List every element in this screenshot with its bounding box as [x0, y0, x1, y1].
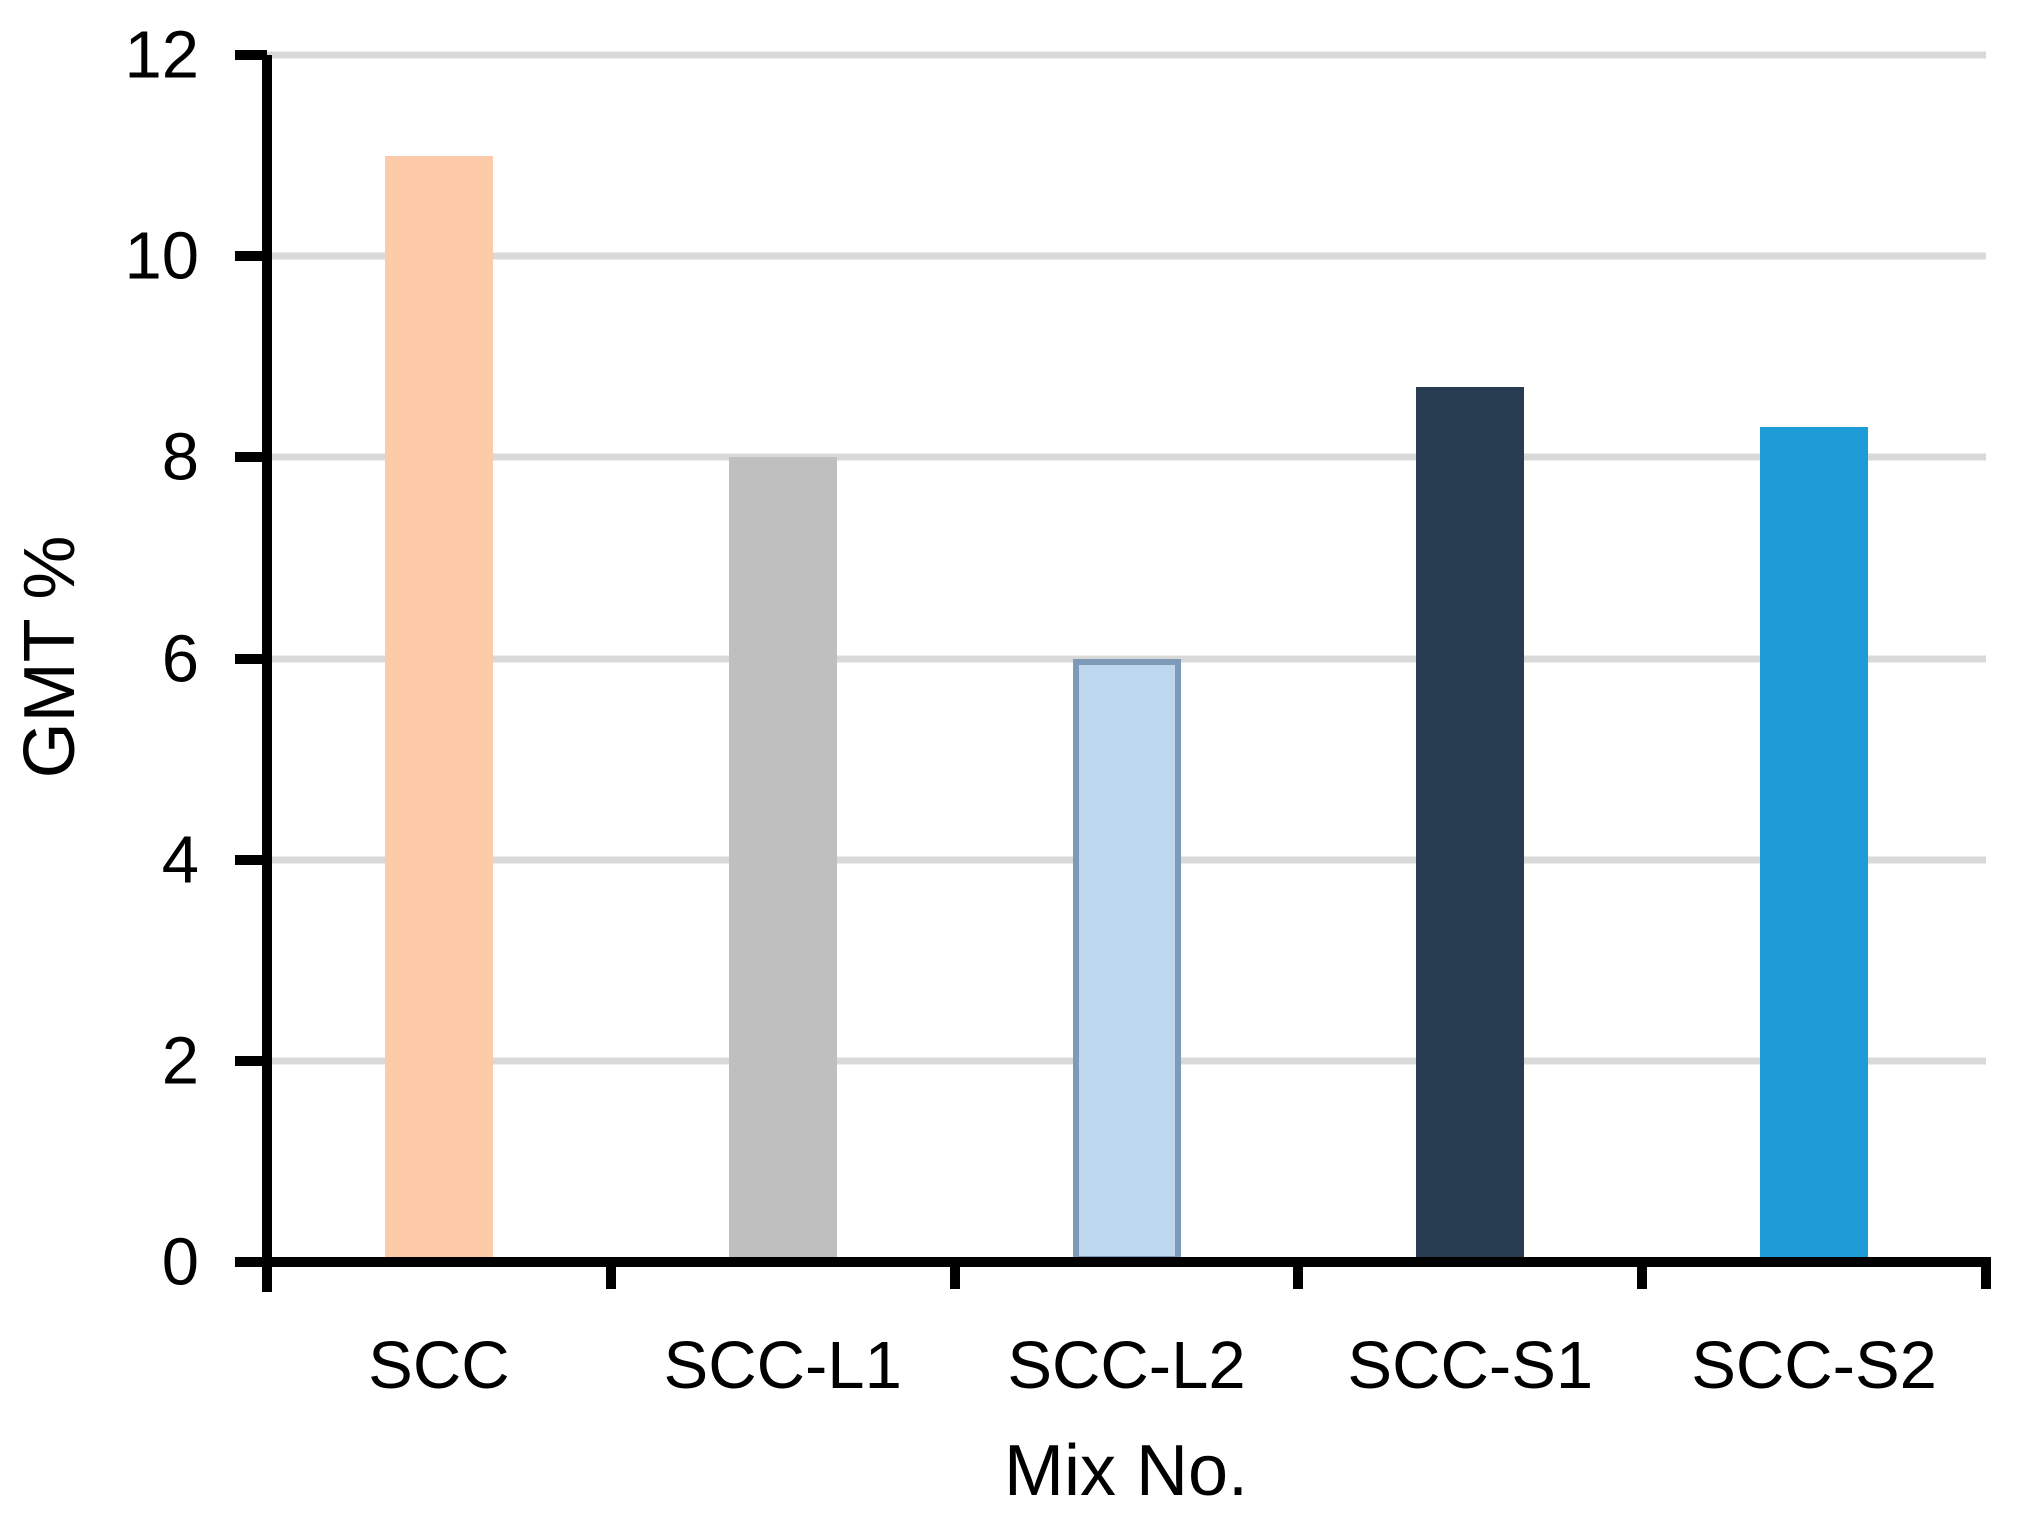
- y-axis-line: [262, 55, 272, 1292]
- x-tick-2: [949, 1267, 960, 1289]
- x-tick-4: [1637, 1267, 1648, 1289]
- x-tick-5: [1981, 1267, 1991, 1289]
- plot-area: 0 2 4 6 8 10 12 SCC SCC-L1 SCC-L2 SCC-S1 SCC-S2: [124, 22, 1991, 1399]
- x-tick-3: [1293, 1267, 1304, 1289]
- x-tick-label-scc-l1: SCC-L1: [663, 1328, 902, 1403]
- y-tick-4: [235, 854, 267, 865]
- x-axis-title: Mix No.: [1003, 1431, 1249, 1511]
- bar-scc-s1: [1416, 386, 1525, 1262]
- y-tick-8: [235, 452, 267, 463]
- y-tick-label-8: 8: [161, 419, 199, 495]
- bar-scc-s2: [1760, 427, 1869, 1262]
- bar-scc-l1: [728, 457, 837, 1262]
- bar-scc-l2: [1072, 658, 1181, 1262]
- gridline-8: [267, 453, 1986, 461]
- y-tick-6: [235, 653, 267, 664]
- y-tick-label-10: 10: [124, 218, 199, 294]
- y-tick-12: [235, 50, 267, 60]
- y-tick-label-2: 2: [161, 1023, 199, 1099]
- x-tick-0: [262, 1267, 272, 1289]
- y-tick-10: [235, 251, 267, 262]
- x-tick-label-scc-l2: SCC-L2: [1007, 1328, 1246, 1403]
- gridline-10: [267, 252, 1986, 260]
- x-tick-1: [605, 1267, 616, 1289]
- y-tick-0: [235, 1257, 267, 1267]
- y-tick-label-0: 0: [161, 1224, 199, 1300]
- bar-scc: [384, 155, 493, 1262]
- x-tick-label-scc: SCC: [368, 1328, 510, 1403]
- y-tick-label-12: 12: [124, 17, 199, 93]
- x-axis-line: [262, 1257, 1991, 1267]
- y-axis-title: GMT %: [10, 535, 90, 779]
- y-tick-2: [235, 1055, 267, 1066]
- y-tick-label-4: 4: [161, 822, 199, 898]
- y-tick-label-6: 6: [161, 621, 199, 696]
- gridline-12: [267, 51, 1986, 59]
- x-tick-label-scc-s1: SCC-S1: [1347, 1328, 1594, 1403]
- x-tick-label-scc-s2: SCC-S2: [1691, 1328, 1937, 1403]
